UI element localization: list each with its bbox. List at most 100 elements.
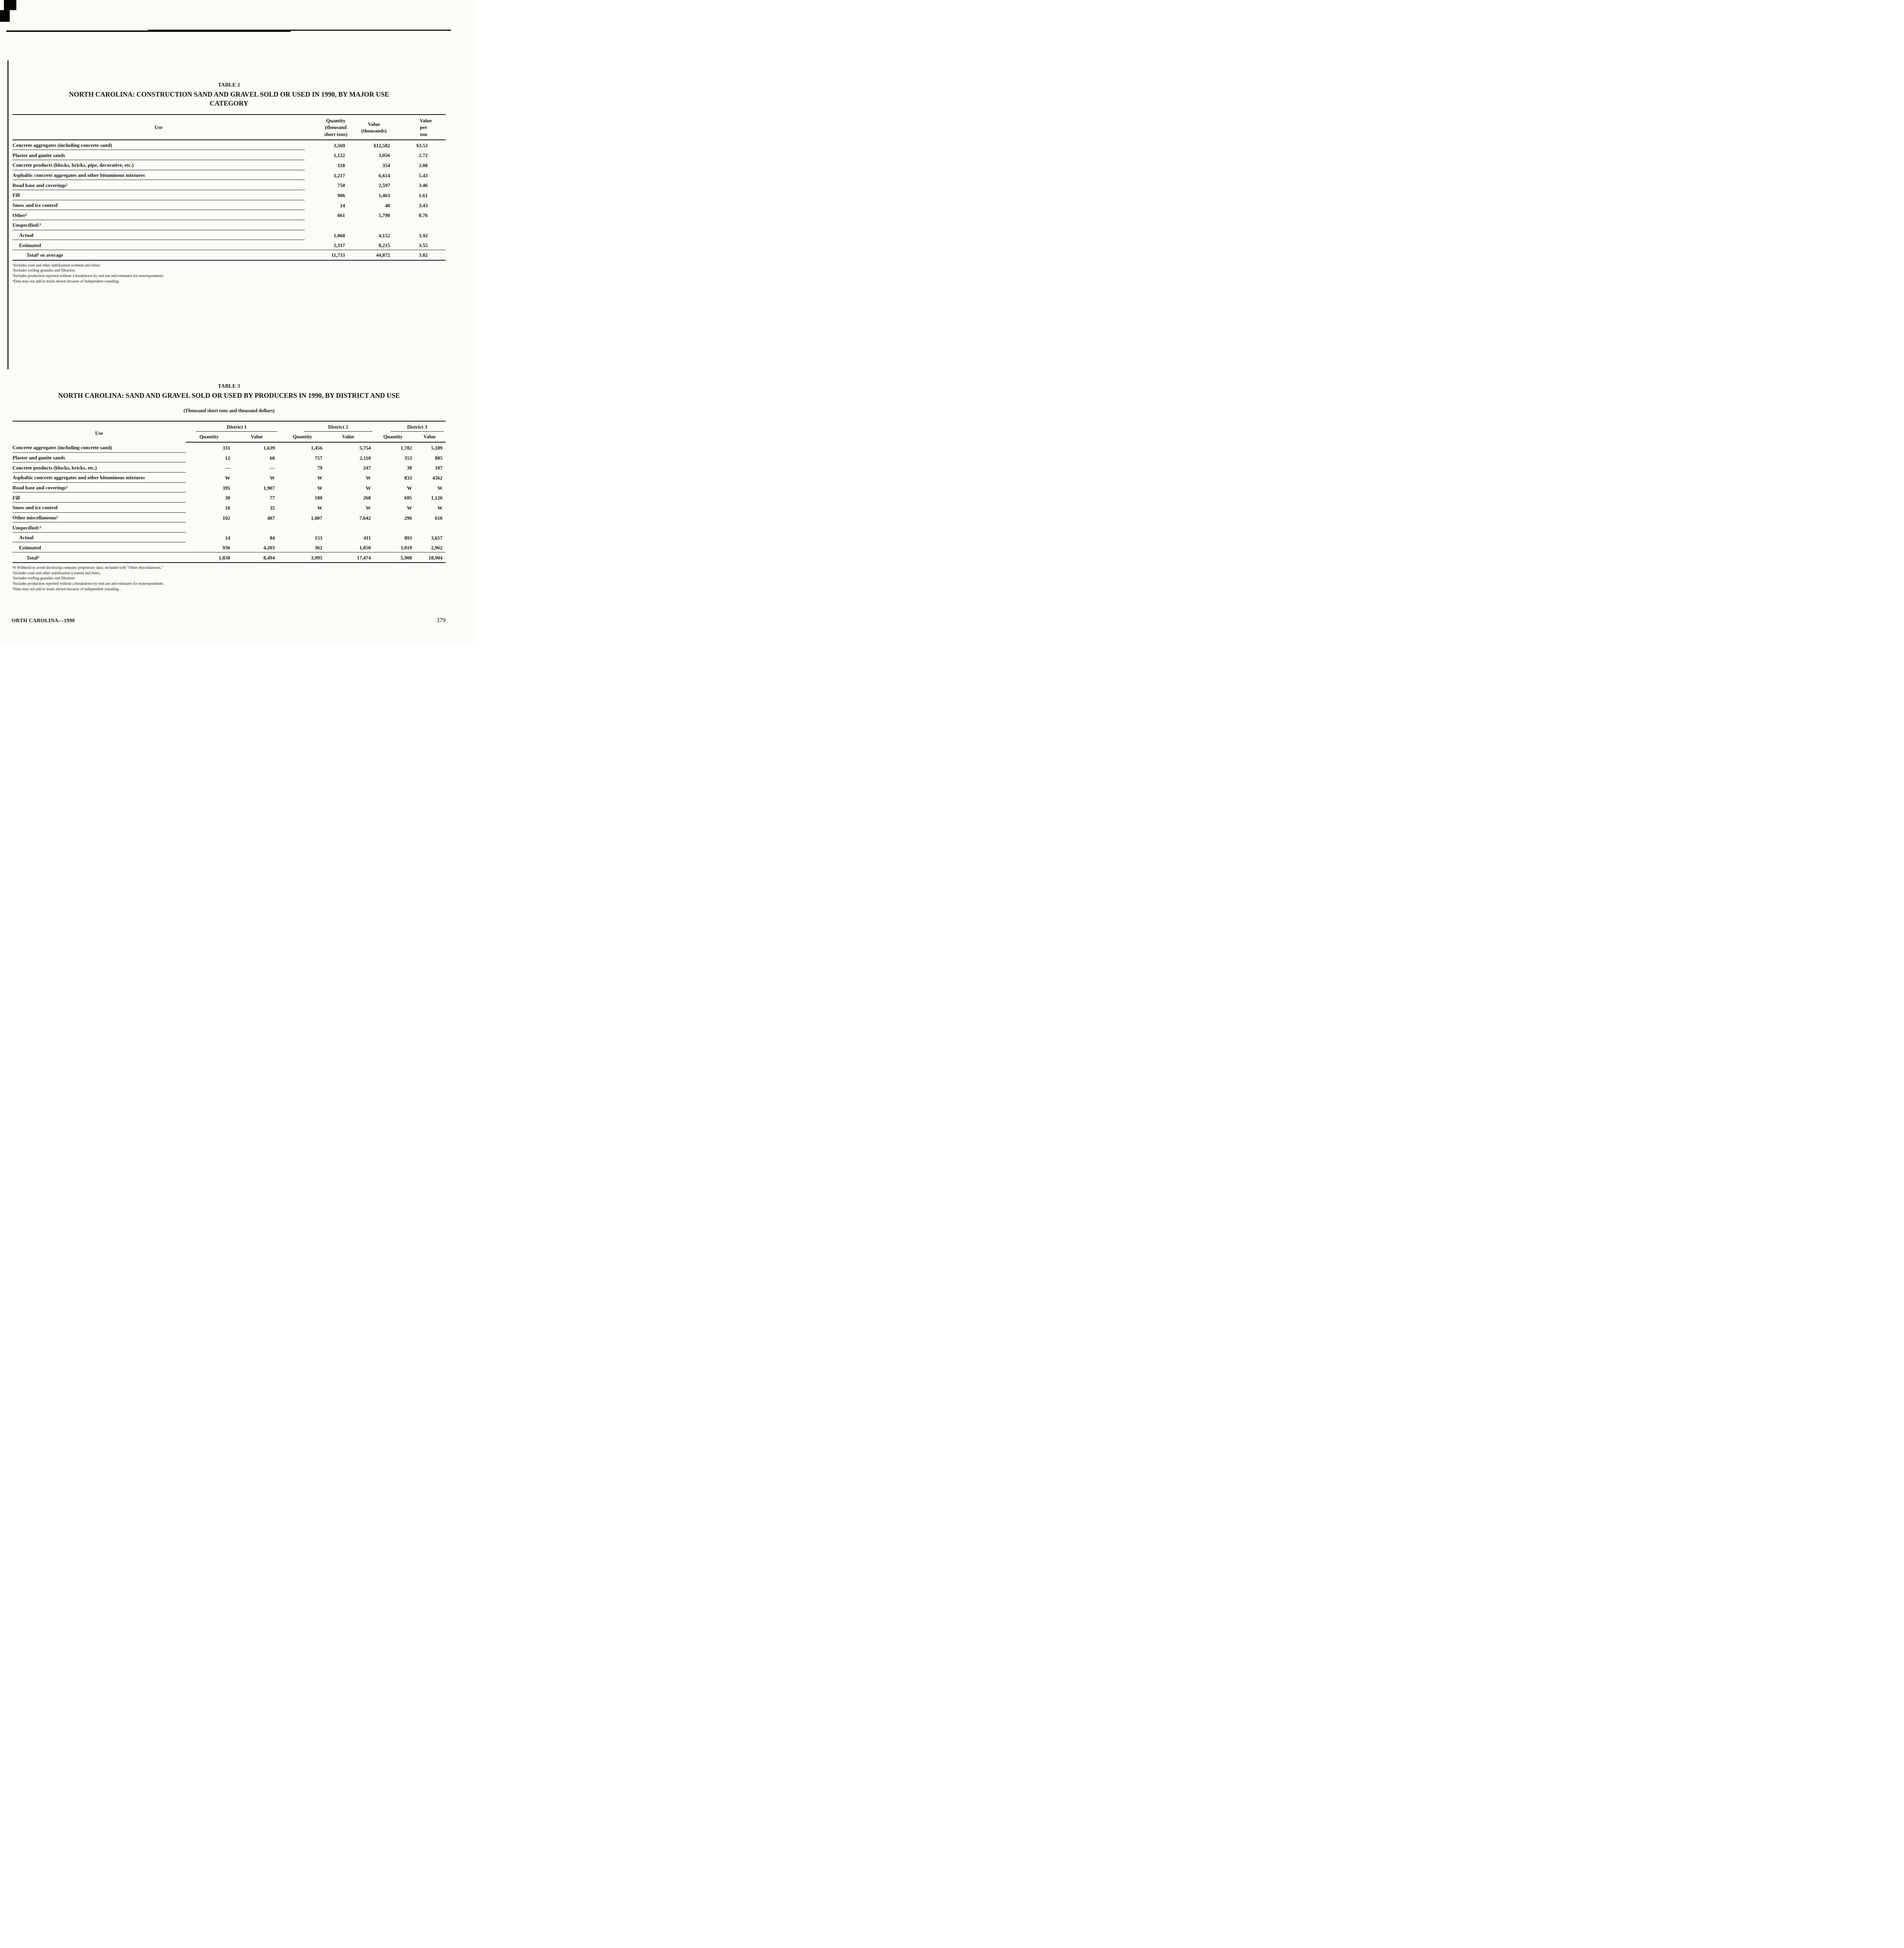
- footnote: ⁴Data may not add to totals shown becaus…: [12, 279, 120, 284]
- d1-value-cell: W: [270, 475, 275, 481]
- d2-value-cell: W: [366, 485, 371, 491]
- d1-value-cell: 60: [270, 455, 275, 461]
- d1-quantity-cell: 1,830: [219, 554, 230, 561]
- d2-value-cell: 17,474: [357, 554, 371, 561]
- d1-value-cell: 487: [267, 515, 275, 521]
- d3-quantity-cell: 5,908: [400, 554, 412, 561]
- table3-label: TABLE 3: [218, 383, 240, 389]
- d1-quantity-cell: 30: [225, 495, 230, 501]
- table-row: Actual 1,060 4,152 3.92: [12, 230, 446, 240]
- value-cell: 5,790: [378, 212, 390, 219]
- subheader-value: Value: [324, 432, 373, 443]
- subheader-value: Value: [413, 432, 446, 443]
- footnote: ³Includes production reported without a …: [12, 274, 164, 279]
- table2-title: NORTH CAROLINA: CONSTRUCTION SAND AND GR…: [69, 90, 389, 108]
- table-row: Unspecified:³: [12, 220, 446, 230]
- table-row: Fill 30 77 180 260 695 1,126: [12, 492, 446, 503]
- table-row: Other miscellaneous² 102 487 1,007 7,642…: [12, 512, 446, 523]
- use-cell: Snow and ice control: [12, 200, 305, 210]
- document-page: TABLE 2 NORTH CAROLINA: CONSTRUCTION SAN…: [0, 0, 476, 641]
- district2-label: District 2: [304, 423, 373, 432]
- value-per-ton-cell: 3.43: [419, 202, 428, 208]
- d3-quantity-cell: 833: [404, 475, 412, 481]
- column-header-use: Use: [12, 115, 305, 140]
- d1-quantity-cell: 102: [222, 515, 230, 521]
- d3-value-cell: 18,904: [428, 554, 443, 561]
- d1-quantity-cell: 395: [222, 485, 230, 491]
- table-row: Snow and ice control 10 35 W W W W: [12, 502, 446, 513]
- table2-footnotes: ¹Includes road and other stabilization (…: [12, 263, 446, 284]
- d1-quantity-cell: 331: [222, 445, 230, 451]
- table-row: Concrete aggregates (including concrete …: [12, 442, 446, 453]
- quantity-cell: [305, 220, 348, 230]
- table-row: Fill 906 1,463 1.61: [12, 190, 446, 200]
- value-cell: 1,463: [378, 192, 390, 198]
- page-number: 379: [436, 617, 446, 624]
- value-cell: 8,215: [347, 240, 393, 250]
- d1-value-cell: —: [270, 465, 275, 471]
- use-cell: Road base and coverings¹: [12, 482, 186, 493]
- column-header-value-per-ton: Value per ton: [392, 115, 446, 140]
- use-cell: Plaster and gunite sands: [12, 150, 305, 160]
- value-per-ton-cell: 3.55: [392, 240, 446, 250]
- d2-value-cell: 7,642: [359, 515, 371, 521]
- value-per-ton-cell: 8.76: [419, 212, 428, 219]
- use-cell: Asphaltic concrete aggregates and other …: [12, 472, 186, 483]
- d3-value-cell: W: [437, 505, 443, 511]
- subheader-quantity: Quantity: [185, 432, 233, 443]
- d1-quantity-cell: 936: [185, 542, 233, 553]
- value-cell: [348, 220, 393, 230]
- table3-subtitle: (Thousand short tons and thousand dollar…: [183, 408, 275, 414]
- running-title: ORTH CAROLINA—1990: [12, 618, 75, 623]
- left-page-edge-line: [7, 60, 9, 369]
- table-row: Concrete products (blocks, bricks, etc.)…: [12, 462, 446, 473]
- value-cell: 354: [382, 162, 390, 168]
- table3-district-header-row: Use District 1 District 2 District 3: [12, 421, 446, 436]
- d1-value-cell: [233, 522, 281, 533]
- value-per-ton-cell: 3.00: [419, 162, 428, 168]
- use-cell: Concrete products (blocks, bricks, etc.): [12, 462, 186, 473]
- d3-quantity-cell: 1,782: [400, 445, 412, 451]
- table2: Use Quantity (thousand short tons) Value…: [12, 114, 446, 261]
- d2-quantity-cell: 362: [281, 542, 324, 553]
- d3-value-cell: 4362: [432, 475, 443, 481]
- d3-value-cell: W: [437, 485, 443, 491]
- value-per-ton-cell: 1.61: [419, 192, 428, 198]
- column-header-value: Value (thousands): [347, 115, 393, 140]
- use-cell: Plaster and gunite sands: [12, 452, 186, 463]
- page-footer: ORTH CAROLINA—1990 379: [12, 617, 446, 624]
- table-row: Plaster and gunite sands 1,122 3,056 2.7…: [12, 150, 446, 160]
- d2-value-cell: 1,050: [324, 542, 373, 553]
- table3: Use District 1 District 2 District 3 Qua…: [12, 421, 446, 563]
- d2-value-cell: [324, 522, 373, 533]
- quantity-cell: 906: [337, 192, 345, 198]
- use-cell: Actual: [12, 532, 186, 543]
- d1-quantity-cell: [186, 522, 233, 533]
- table2-header-row: Use Quantity (thousand short tons) Value…: [12, 115, 446, 140]
- d3-quantity-cell: W: [407, 485, 412, 491]
- d3-quantity-cell: W: [407, 505, 412, 511]
- column-header-quantity: Quantity (thousand short tons): [304, 115, 348, 140]
- table-row: Road base and coverings¹ 750 2,597 3.46: [12, 180, 446, 190]
- d3-quantity-cell: [372, 522, 414, 533]
- use-cell: Concrete products (blocks, bricks, pipe,…: [12, 160, 305, 170]
- d2-quantity-cell: W: [317, 505, 323, 511]
- d1-value-cell: 35: [270, 505, 275, 511]
- use-cell: Other²: [12, 210, 305, 220]
- d3-value-cell: 885: [435, 455, 443, 461]
- footnote: ¹Includes road and other stabilization (…: [12, 571, 101, 575]
- d2-quantity-cell: 1,456: [311, 445, 323, 451]
- quantity-cell: 750: [337, 182, 345, 189]
- scan-artifact-bar: [0, 10, 10, 22]
- use-cell: Actual: [12, 230, 305, 240]
- use-cell: Fill: [12, 190, 305, 200]
- d3-value-cell: 5,189: [431, 445, 443, 451]
- d2-quantity-cell: W: [317, 475, 323, 481]
- table2-section: TABLE 2 NORTH CAROLINA: CONSTRUCTION SAN…: [12, 82, 446, 284]
- d3-quantity-cell: 296: [404, 515, 412, 521]
- d2-value-cell: W: [366, 505, 371, 511]
- use-cell: Unspecified:³: [12, 220, 305, 230]
- quantity-cell: 11,733: [331, 252, 345, 258]
- top-horizontal-rule: [148, 30, 451, 31]
- quantity-cell: 1,122: [333, 152, 345, 159]
